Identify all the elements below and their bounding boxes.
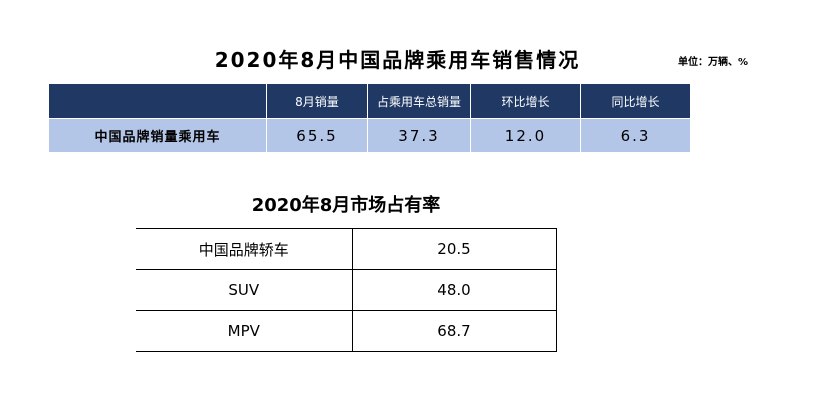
share-label: MPV (136, 310, 353, 352)
share-table: 中国品牌轿车 20.5 SUV 48.0 MPV 68.7 (136, 228, 557, 352)
header-cell-blank (48, 83, 267, 119)
cell-yoy-growth: 6.3 (580, 118, 691, 153)
table-row: MPV 68.7 (136, 310, 557, 352)
share-value: 68.7 (352, 310, 557, 352)
cell-monthly-sales: 65.5 (266, 118, 368, 153)
table-row: 中国品牌销量乘用车 65.5 37.3 12.0 6.3 (48, 118, 691, 153)
cell-mom-growth: 12.0 (470, 118, 581, 153)
header-cell-mom-growth: 环比增长 (470, 83, 581, 119)
share-title: 2020年8月市场占有率 (251, 195, 441, 216)
page-title: 2020年8月中国品牌乘用车销售情况 (214, 48, 581, 72)
header-cell-yoy-growth: 同比增长 (580, 83, 691, 119)
share-label: 中国品牌轿车 (136, 228, 353, 270)
header-cell-monthly-sales: 8月销量 (266, 83, 368, 119)
row-label: 中国品牌销量乘用车 (48, 118, 267, 153)
table-row: SUV 48.0 (136, 269, 557, 311)
cell-share-of-total: 37.3 (367, 118, 471, 153)
share-value: 48.0 (352, 269, 557, 311)
table-row: 中国品牌轿车 20.5 (136, 228, 557, 270)
unit-note: 单位：万辆、% (678, 57, 749, 68)
header-cell-share-of-total: 占乘用车总销量 (367, 83, 471, 119)
share-label: SUV (136, 269, 353, 311)
sales-table: 8月销量 占乘用车总销量 环比增长 同比增长 中国品牌销量乘用车 65.5 37… (48, 83, 691, 153)
sales-table-header: 8月销量 占乘用车总销量 环比增长 同比增长 (48, 83, 691, 119)
share-value: 20.5 (352, 228, 557, 270)
